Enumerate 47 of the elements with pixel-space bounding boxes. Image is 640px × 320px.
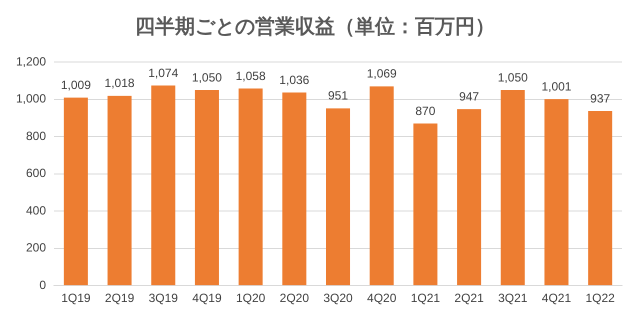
x-tick-label: 1Q19: [61, 291, 91, 306]
bar: [108, 96, 132, 286]
x-tick-label: 2Q20: [280, 291, 310, 306]
y-tick-label: 800: [26, 128, 46, 143]
data-label: 870: [415, 104, 436, 118]
bar: [370, 86, 394, 286]
data-label: 1,058: [236, 68, 266, 83]
bar: [194, 90, 219, 286]
x-tick-label: 4Q21: [542, 291, 572, 306]
bar: [544, 99, 568, 286]
bar: [413, 123, 438, 286]
data-label: 947: [459, 89, 480, 104]
y-tick-label: 1,000: [16, 92, 46, 106]
bar: [64, 98, 88, 286]
data-label: 1,009: [60, 78, 92, 92]
y-tick-label: 1,200: [16, 54, 46, 68]
data-label: 1,050: [192, 70, 222, 84]
bar: [238, 88, 263, 286]
x-tick-label: 1Q22: [585, 291, 616, 306]
data-label: 1,074: [148, 66, 179, 80]
y-tick-label: 600: [26, 166, 46, 180]
x-tick-label: 4Q20: [367, 291, 397, 306]
data-label: 937: [590, 91, 610, 106]
x-tick-label: 2Q21: [454, 291, 484, 306]
x-tick-label: 2Q19: [104, 291, 135, 306]
x-tick-label: 1Q20: [236, 291, 266, 306]
bar: [500, 90, 525, 286]
data-label: 1,001: [541, 79, 572, 94]
x-tick-label: 4Q19: [192, 291, 222, 306]
data-label: 951: [328, 88, 348, 103]
bar: [588, 111, 612, 286]
bar: [282, 92, 306, 286]
bar: [151, 85, 176, 286]
x-tick-label: 3Q19: [148, 291, 178, 306]
x-tick-label: 1Q21: [410, 291, 440, 306]
chart-title: 四半期ごとの営業収益（単位：百万円）: [135, 14, 495, 38]
data-label: 1,069: [366, 66, 398, 81]
data-label: 1,050: [498, 70, 528, 84]
y-tick-label: 0: [39, 278, 46, 292]
y-tick-label: 200: [26, 240, 46, 255]
bar: [326, 108, 350, 286]
bar: [457, 109, 482, 286]
x-tick-label: 3Q21: [498, 291, 528, 306]
x-tick-label: 3Q20: [323, 291, 354, 306]
y-tick-label: 400: [26, 203, 46, 218]
data-label: 1,018: [104, 76, 135, 90]
data-label: 1,036: [279, 72, 310, 87]
